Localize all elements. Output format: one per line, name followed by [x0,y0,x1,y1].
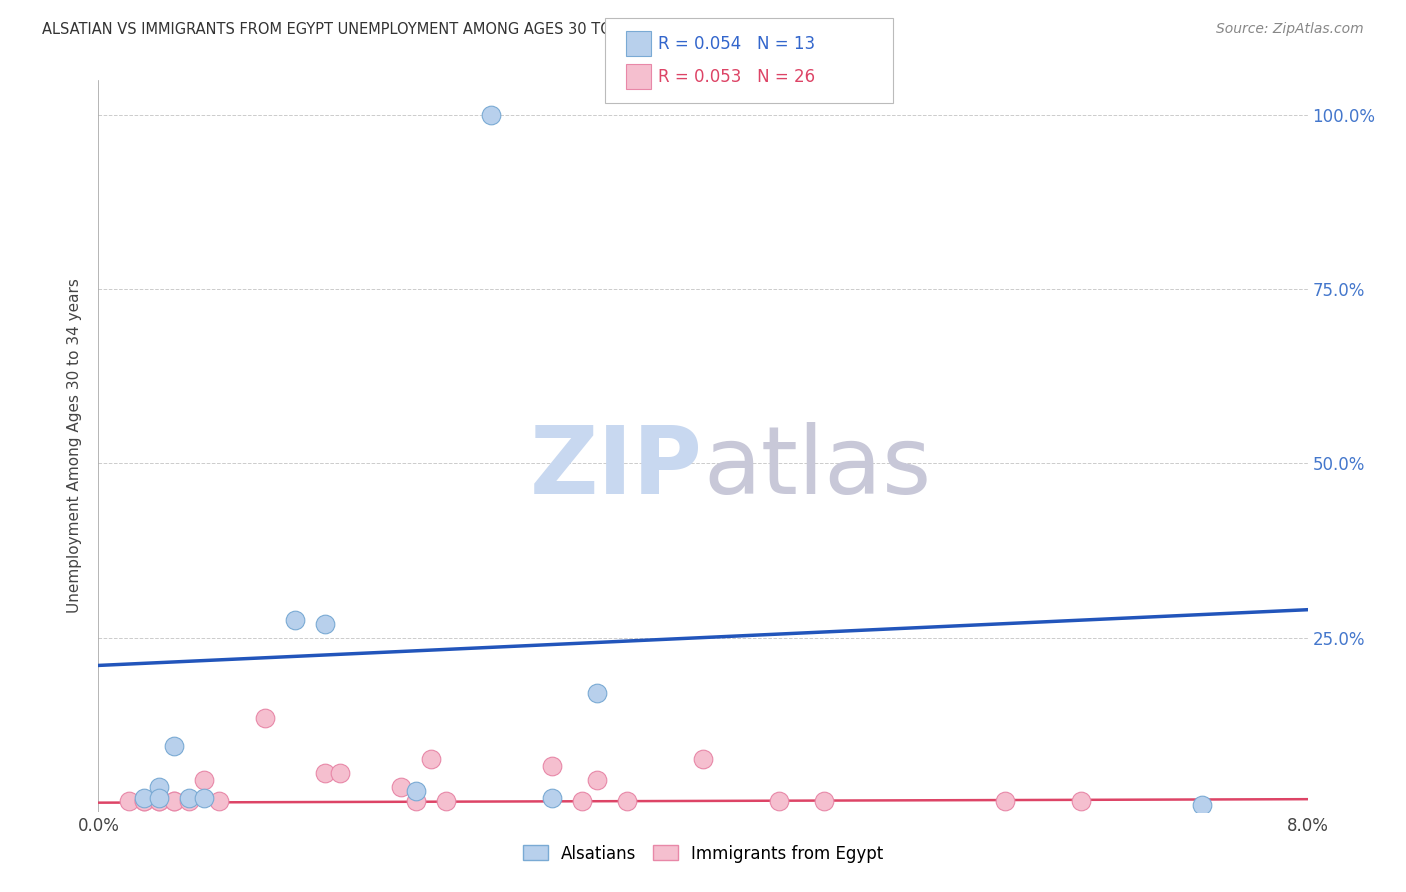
Point [253,711,276,725]
Point [1070,794,1092,808]
Point [148,780,170,795]
Point [813,794,835,808]
Point [571,794,593,808]
Text: R = 0.053   N = 26: R = 0.053 N = 26 [658,68,815,86]
Point [163,794,186,808]
Text: R = 0.054   N = 13: R = 0.054 N = 13 [658,35,815,53]
Point [1191,797,1213,812]
Text: ALSATIAN VS IMMIGRANTS FROM EGYPT UNEMPLOYMENT AMONG AGES 30 TO 34 YEARS CORRELA: ALSATIAN VS IMMIGRANTS FROM EGYPT UNEMPL… [42,22,849,37]
Point [314,766,336,780]
Point [586,686,609,700]
Point [994,794,1017,808]
Point [193,790,215,805]
Point [405,784,427,798]
Point [329,766,352,780]
Point [148,794,170,808]
Point [616,794,638,808]
Point [405,794,427,808]
Point [132,790,155,805]
Point [481,108,503,122]
Point [420,752,443,766]
Point [132,794,155,808]
Y-axis label: Unemployment Among Ages 30 to 34 years: Unemployment Among Ages 30 to 34 years [67,278,83,614]
Point [389,780,412,795]
Point [314,616,336,631]
Point [541,759,564,773]
Point [208,794,231,808]
Point [163,794,186,808]
Point [179,790,201,805]
Point [118,794,141,808]
Point [434,794,457,808]
Point [132,794,155,808]
Point [768,794,790,808]
Point [148,794,170,808]
Point [163,739,186,753]
Point [692,752,714,766]
Point [179,794,201,808]
Text: Source: ZipAtlas.com: Source: ZipAtlas.com [1216,22,1364,37]
Point [193,773,215,788]
Legend: Alsatians, Immigrants from Egypt: Alsatians, Immigrants from Egypt [516,838,890,869]
Text: atlas: atlas [703,422,931,514]
Point [541,790,564,805]
Point [586,773,609,788]
Point [148,790,170,805]
Text: ZIP: ZIP [530,422,703,514]
Point [284,613,307,627]
